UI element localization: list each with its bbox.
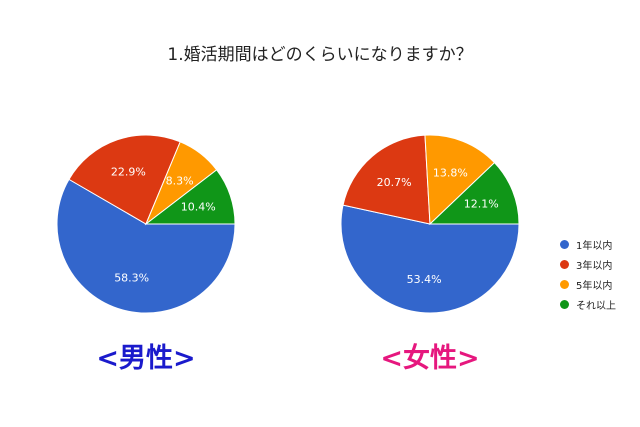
chart-title: 1.婚活期間はどのくらいになりますか？	[167, 45, 473, 65]
legend-item[interactable]: 1年以内	[560, 234, 616, 254]
legend-swatch	[560, 299, 569, 309]
legend-label: 3年以内	[576, 260, 613, 272]
legend-swatch	[560, 279, 569, 289]
slice-value-label: 10.4%	[181, 200, 216, 213]
legend-item[interactable]: 3年以内	[560, 254, 616, 274]
slice-value-label: 12.1%	[464, 198, 499, 211]
pie-slice[interactable]	[144, 169, 236, 225]
legend: 1年以内 3年以内 5年以内 それ以上	[560, 234, 616, 314]
legend-label: 5年以内	[576, 280, 613, 292]
male-group-label: <男性>	[96, 343, 196, 374]
legend-label: それ以上	[576, 300, 616, 312]
pie-slice[interactable]	[424, 134, 496, 226]
legend-swatch	[560, 259, 569, 269]
slice-value-label: 20.7%	[377, 176, 412, 189]
slice-value-label: 58.3%	[114, 271, 149, 284]
pie-slice[interactable]	[56, 178, 236, 314]
female-group-label: <女性>	[380, 343, 480, 374]
pie-slice[interactable]	[68, 134, 181, 225]
legend-swatch	[560, 239, 569, 249]
slice-value-label: 8.3%	[166, 174, 194, 187]
pie-slice[interactable]	[342, 134, 431, 225]
legend-item[interactable]: 5年以内	[560, 274, 616, 294]
slice-value-label: 53.4%	[407, 273, 442, 286]
pie-slice[interactable]	[428, 161, 520, 225]
legend-item[interactable]: それ以上	[560, 294, 616, 314]
slice-value-label: 22.9%	[111, 166, 146, 179]
pie-slice[interactable]	[340, 204, 520, 314]
slice-value-label: 13.8%	[433, 167, 468, 180]
legend-label: 1年以内	[576, 240, 613, 252]
